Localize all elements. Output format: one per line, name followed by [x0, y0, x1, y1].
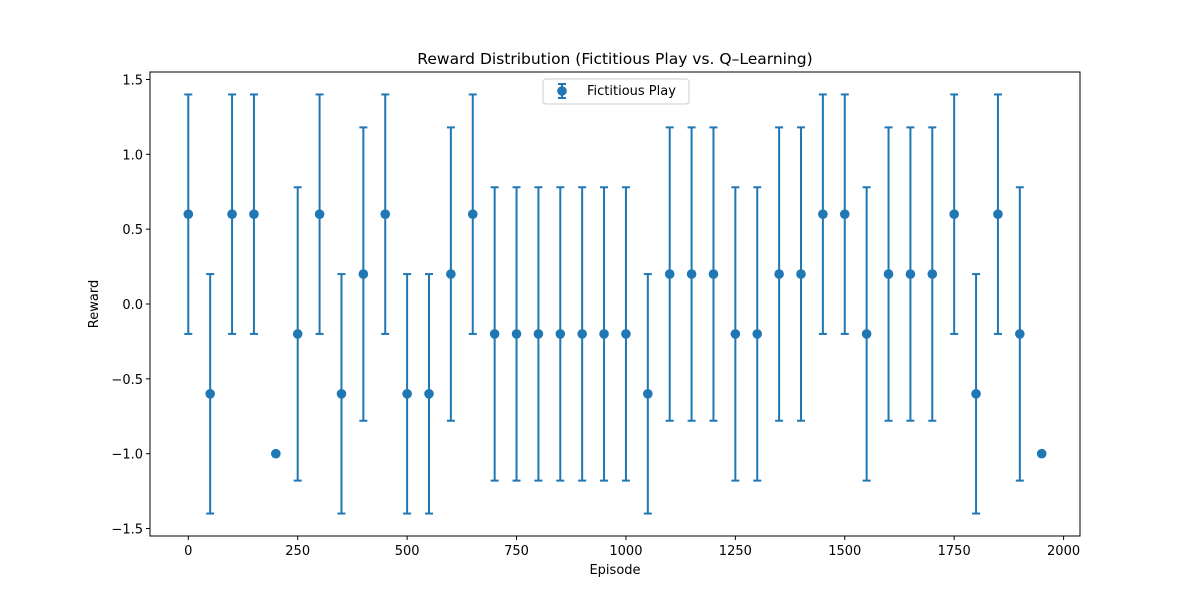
- x-tick-label: 0: [184, 544, 192, 559]
- data-point: [205, 389, 215, 399]
- data-point: [796, 269, 806, 279]
- data-point: [883, 269, 894, 279]
- x-tick-label: 1750: [938, 544, 971, 559]
- x-axis: 0 250 500 750 1000 1250 1500 1750 2000: [184, 536, 1080, 559]
- data-point: [818, 209, 828, 219]
- data-point: [292, 329, 303, 339]
- x-tick-label: 1500: [828, 544, 861, 559]
- data-point: [752, 329, 763, 339]
- data-point: [664, 269, 675, 279]
- data-point: [971, 389, 981, 399]
- x-tick-label: 250: [285, 544, 310, 559]
- data-point: [467, 209, 478, 219]
- data-point: [489, 329, 500, 339]
- x-tick-label: 750: [504, 544, 529, 559]
- data-point: [686, 269, 697, 279]
- data-point: [774, 269, 784, 279]
- legend-box: [542, 78, 690, 105]
- y-tick-label: 0.0: [122, 298, 143, 313]
- plot-area: [183, 93, 1047, 515]
- legend-point: [557, 86, 567, 96]
- x-tick-label: 2000: [1047, 544, 1080, 559]
- data-point: [249, 209, 259, 219]
- data-point: [511, 329, 522, 339]
- data-point: [905, 269, 916, 279]
- y-axis: −1.5 −1.0 −0.5 0.0 0.5 1.0 1.5: [111, 73, 150, 538]
- data-point: [227, 209, 237, 219]
- data-point: [336, 389, 347, 399]
- data-point: [927, 269, 938, 279]
- data-point: [949, 209, 959, 219]
- y-tick-label: −0.5: [111, 373, 143, 388]
- y-tick-label: −1.0: [111, 448, 143, 463]
- data-point: [577, 329, 587, 339]
- data-point: [533, 329, 544, 339]
- data-point: [599, 329, 609, 339]
- y-tick-label: 0.5: [122, 223, 143, 238]
- data-point: [402, 389, 412, 399]
- y-tick-label: 1.0: [122, 148, 143, 163]
- x-axis-label: Episode: [589, 563, 640, 578]
- data-point: [730, 329, 741, 339]
- data-point: [424, 389, 434, 399]
- x-tick-label: 500: [395, 544, 420, 559]
- data-point: [380, 209, 391, 219]
- x-tick-label: 1250: [719, 544, 752, 559]
- data-point: [446, 269, 456, 279]
- x-tick-label: 1000: [609, 544, 642, 559]
- legend-marker: [557, 83, 567, 99]
- data-point: [1036, 448, 1047, 459]
- legend: Fictitious Play: [542, 78, 690, 105]
- y-tick-label: −1.5: [111, 523, 143, 538]
- data-point: [861, 329, 872, 339]
- data-point: [358, 269, 369, 279]
- chart-title: Reward Distribution (Fictitious Play vs.…: [417, 50, 812, 68]
- data-point: [993, 209, 1003, 219]
- y-tick-label: 1.5: [122, 73, 143, 88]
- data-point: [839, 209, 850, 219]
- data-point: [314, 209, 325, 219]
- data-point: [708, 269, 719, 279]
- y-axis-label: Reward: [87, 280, 102, 328]
- data-point: [643, 389, 653, 399]
- data-point: [183, 209, 194, 219]
- legend-label: Fictitious Play: [587, 84, 676, 99]
- data-point: [621, 329, 631, 339]
- data-point: [271, 448, 281, 459]
- data-point: [1015, 329, 1025, 339]
- plot-frame: [149, 71, 1081, 537]
- data-point: [555, 329, 566, 339]
